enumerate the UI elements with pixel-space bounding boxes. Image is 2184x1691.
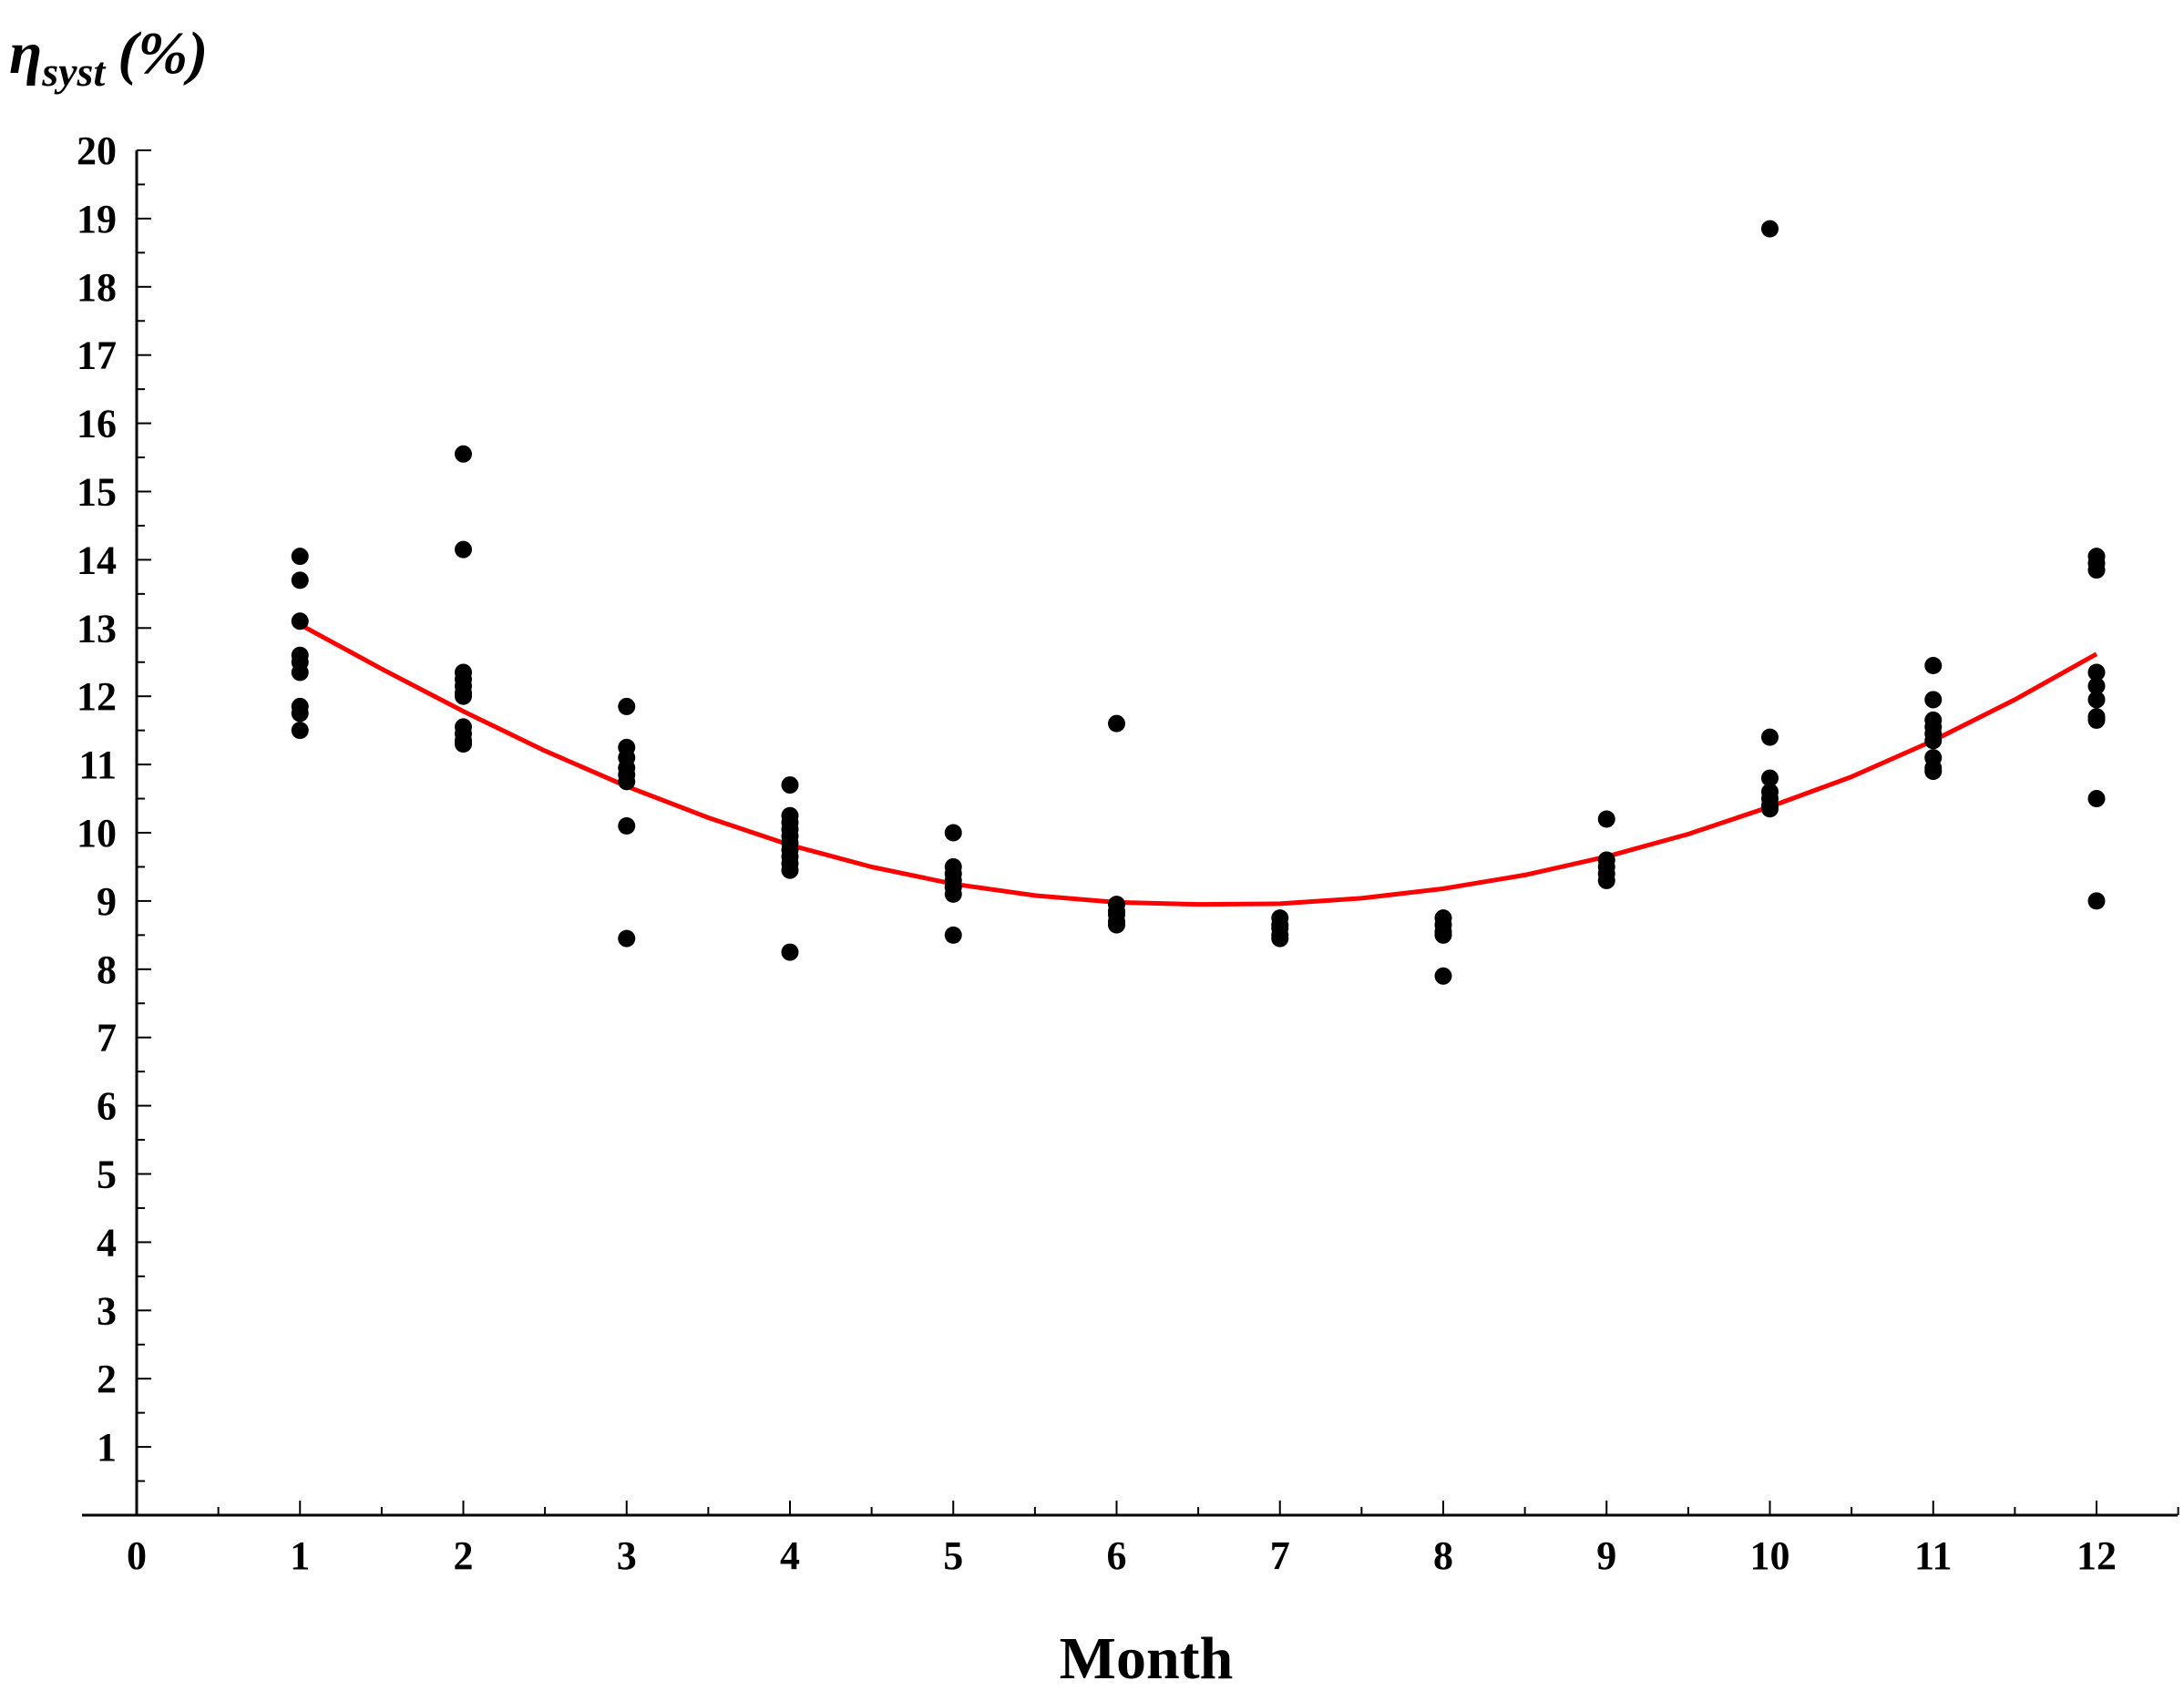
data-point: [1924, 691, 1943, 709]
data-point: [1108, 916, 1125, 934]
x-tick-label: 8: [1433, 1533, 1453, 1578]
y-tick-label: 17: [77, 333, 117, 378]
y-axis-subscript: syst: [41, 48, 106, 95]
data-point: [455, 687, 472, 705]
y-tick-label: 13: [77, 606, 117, 651]
data-point: [2087, 790, 2106, 808]
data-point: [944, 885, 962, 903]
x-tick-label: 4: [780, 1533, 800, 1578]
y-tick-label: 8: [97, 948, 117, 992]
x-tick-label: 5: [943, 1533, 963, 1578]
data-point: [291, 663, 309, 682]
y-axis-unit: (%): [118, 20, 208, 87]
fit-curve: [299, 622, 2098, 907]
x-axis-ticks: 0 1 2 3 4 5 6 7 8 9 10 11 12: [127, 1501, 2179, 1578]
x-tick-label: 9: [1596, 1533, 1616, 1578]
data-point: [2087, 691, 2106, 709]
y-tick-label: 3: [97, 1288, 117, 1333]
data-point: [1924, 656, 1943, 674]
data-point: [618, 929, 636, 948]
y-tick-label: 10: [77, 811, 117, 856]
data-point: [1108, 714, 1125, 733]
y-tick-label: 9: [97, 879, 117, 924]
y-tick-label: 19: [77, 197, 117, 241]
x-axis-title: Month: [1060, 1625, 1234, 1686]
data-point: [291, 548, 309, 566]
axes: [82, 150, 2178, 1517]
data-point: [1761, 220, 1779, 238]
y-tick-label: 14: [77, 538, 117, 582]
y-tick-label: 15: [77, 470, 117, 515]
data-point: [455, 445, 472, 463]
y-tick-label: 18: [77, 265, 117, 310]
data-point: [1597, 871, 1615, 889]
y-tick-label: 20: [77, 128, 117, 173]
data-point: [1761, 728, 1779, 746]
data-point: [944, 824, 962, 842]
data-point: [781, 943, 799, 961]
y-tick-label: 2: [97, 1357, 117, 1401]
y-tick-label: 7: [97, 1016, 117, 1061]
data-point: [944, 926, 962, 944]
y-tick-label: 6: [97, 1084, 117, 1129]
x-tick-label: 0: [127, 1533, 147, 1578]
data-point: [2087, 561, 2106, 579]
data-point: [1761, 769, 1779, 787]
x-tick-label: 6: [1107, 1533, 1127, 1578]
y-tick-label: 12: [77, 674, 117, 719]
data-point: [291, 612, 309, 630]
data-points: [291, 220, 2106, 985]
data-point: [1924, 763, 1943, 781]
data-point: [2087, 677, 2106, 695]
data-point: [781, 861, 799, 879]
x-tick-label: 12: [2076, 1533, 2117, 1578]
fit-curve-layer: [299, 622, 2098, 907]
data-point: [291, 571, 309, 589]
y-axis-title: ηsyst (%): [9, 20, 208, 95]
data-point: [618, 697, 636, 715]
y-tick-label: 1: [97, 1425, 117, 1470]
svg-text:ηsyst(%): ηsyst (%): [9, 20, 208, 95]
data-point: [1434, 967, 1452, 985]
data-point: [618, 817, 636, 835]
y-axis-symbol: η: [9, 20, 42, 87]
data-point: [291, 704, 309, 723]
y-tick-label: 16: [77, 402, 117, 446]
data-point: [455, 540, 472, 559]
data-point: [1597, 810, 1615, 828]
data-point: [291, 722, 309, 740]
x-tick-label: 10: [1750, 1533, 1790, 1578]
data-point: [618, 773, 636, 791]
x-tick-label: 3: [617, 1533, 637, 1578]
data-point: [1761, 800, 1779, 818]
x-tick-label: 1: [290, 1533, 310, 1578]
y-tick-label: 11: [78, 743, 117, 787]
y-tick-label: 4: [97, 1220, 117, 1265]
x-tick-label: 2: [454, 1533, 474, 1578]
y-tick-label: 5: [97, 1153, 117, 1197]
x-tick-label: 7: [1270, 1533, 1290, 1578]
data-point: [2087, 892, 2106, 910]
data-point: [2087, 663, 2106, 682]
x-tick-label: 11: [1914, 1533, 1953, 1578]
data-point: [1434, 926, 1452, 944]
data-point: [455, 735, 472, 753]
data-point: [1924, 732, 1943, 750]
data-point: [1271, 929, 1289, 948]
data-point: [2087, 711, 2106, 729]
data-point: [781, 776, 799, 794]
